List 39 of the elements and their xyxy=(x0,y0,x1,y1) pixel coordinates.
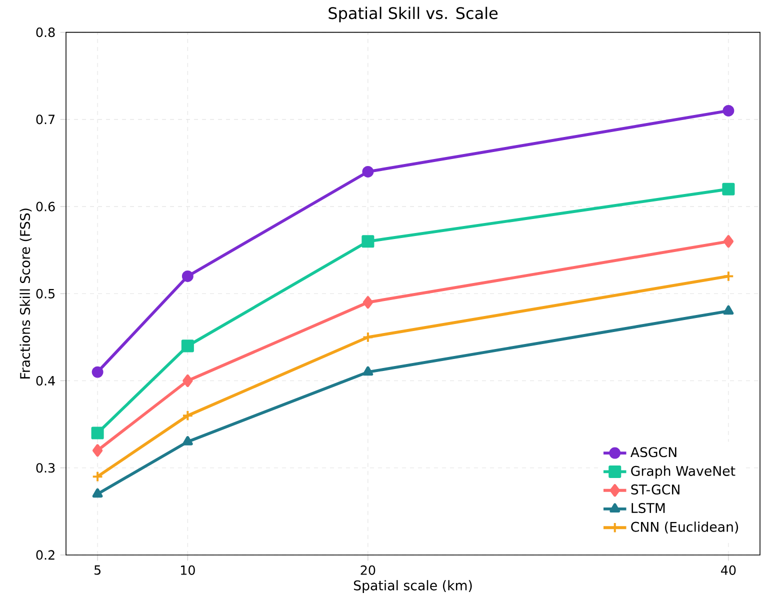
point xyxy=(92,444,103,457)
y-tick-label: 0.7 xyxy=(36,114,55,124)
point xyxy=(722,104,734,116)
point xyxy=(722,270,734,282)
point xyxy=(723,235,734,248)
x-tick-label: 40 xyxy=(721,565,736,575)
y-tick-label: 0.3 xyxy=(36,463,55,473)
y-tick-label: 0.6 xyxy=(36,202,55,212)
x-tick-label: 20 xyxy=(360,565,376,575)
y-axis-title: Fractions Skill Score (FSS) xyxy=(20,208,32,378)
point xyxy=(362,296,374,309)
point xyxy=(362,166,374,178)
point xyxy=(182,410,194,422)
point xyxy=(182,374,193,388)
legend-label: Graph WaveNet xyxy=(631,466,736,479)
chart-title: Spatial Skill vs. Scale xyxy=(328,6,498,22)
point xyxy=(91,426,104,440)
legend-label: CNN (Euclidean) xyxy=(631,522,738,534)
x-tick-label: 10 xyxy=(181,565,195,575)
point xyxy=(722,182,735,196)
point xyxy=(362,235,374,248)
y-tick-label: 0.8 xyxy=(36,28,55,38)
y-tick-label: 0.5 xyxy=(36,288,55,298)
point xyxy=(723,305,734,315)
x-axis-title: Spatial scale (km) xyxy=(354,580,472,594)
legend-label: ST-GCN xyxy=(631,484,680,495)
point xyxy=(182,436,193,446)
y-tick-label: 0.4 xyxy=(36,376,55,386)
point xyxy=(181,340,194,352)
point xyxy=(362,366,374,376)
legend-label: ASGCN xyxy=(630,447,676,458)
point xyxy=(362,332,374,343)
point xyxy=(92,488,103,498)
point xyxy=(182,270,194,282)
point xyxy=(92,366,104,378)
legend-label: LSTM xyxy=(632,503,665,514)
x-tick-label: 5 xyxy=(94,565,100,575)
point xyxy=(92,470,104,482)
y-tick-label: 0.2 xyxy=(36,550,54,560)
